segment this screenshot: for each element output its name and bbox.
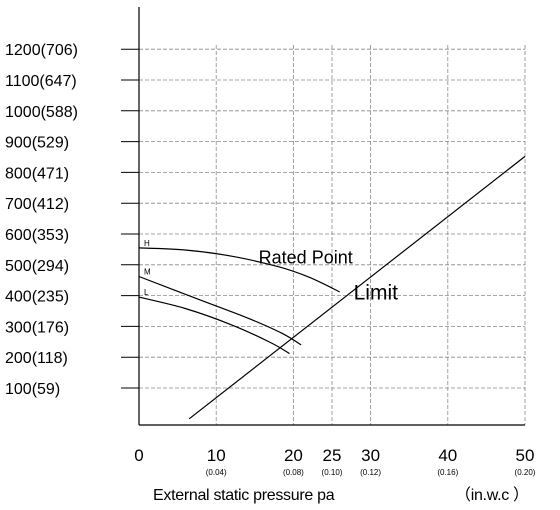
- annotation-rated: Rated Point: [259, 247, 353, 267]
- y-tick-label: 1200(706): [5, 42, 78, 59]
- curves: [138, 155, 526, 420]
- y-tick-label: 800(471): [5, 165, 69, 182]
- x-subtick-labels: (0.04) (0.08) (0.10) (0.12) (0.16) (0.20): [206, 468, 536, 477]
- x-subtick-label: (0.10): [322, 468, 343, 477]
- speed-label-l: L: [144, 288, 149, 297]
- curve-m: [138, 275, 302, 346]
- x-axis-label: External static pressure pa: [153, 487, 335, 504]
- x-subtick-label: (0.08): [283, 468, 304, 477]
- x-subtick-label: (0.16): [437, 468, 458, 477]
- curve-h: [138, 247, 340, 293]
- x-tick-label: 20: [284, 446, 303, 465]
- x-subtick-label: (0.04): [206, 468, 227, 477]
- y-tick-label: 200(118): [5, 350, 68, 367]
- y-tick-label: 900(529): [5, 135, 69, 152]
- limit-line: [188, 155, 526, 420]
- x-tick-label: 10: [207, 446, 226, 465]
- y-tick-label: 1000(588): [5, 104, 78, 121]
- speed-label-h: H: [144, 239, 150, 248]
- x-subtick-label: (0.12): [360, 468, 381, 477]
- grid: [139, 45, 526, 425]
- y-tick-label: 500(294): [5, 258, 69, 275]
- y-tick-label: 600(353): [5, 227, 69, 244]
- x-tick-label: 40: [438, 446, 457, 465]
- y-tick-labels: 100(59) 200(118) 300(176) 400(235) 500(294) 6…: [5, 42, 78, 398]
- x-tick-labels: 0 10 20 25 30 40 50: [134, 446, 534, 465]
- annotation-limit: Limit: [354, 281, 399, 304]
- x-tick-label: 50: [516, 446, 535, 465]
- y-tick-label: 400(235): [5, 289, 69, 306]
- curve-l: [138, 296, 290, 355]
- y-tick-label: 300(176): [5, 319, 69, 336]
- x-tick-label: 30: [361, 446, 380, 465]
- x-tick-label: 0: [134, 446, 143, 465]
- y-tick-label: 700(412): [5, 196, 69, 213]
- y-tick-label: 100(59): [5, 381, 60, 398]
- y-tick-label: 1100(647): [5, 73, 77, 90]
- axes: [121, 7, 525, 426]
- x-subtick-label: (0.20): [515, 468, 536, 477]
- speed-label-m: M: [144, 268, 151, 277]
- x-tick-label: 25: [323, 446, 342, 465]
- x-axis-unit-label: （in.w.c ）: [455, 486, 529, 504]
